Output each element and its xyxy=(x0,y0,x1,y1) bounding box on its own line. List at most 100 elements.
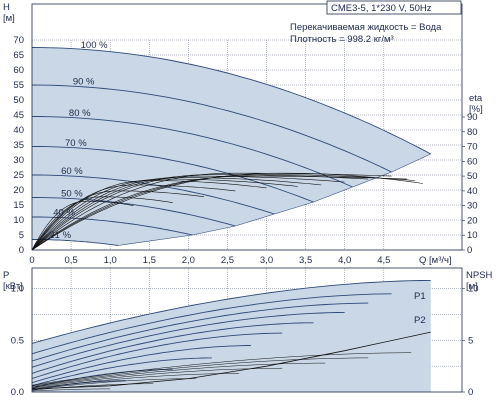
curve-label: 100 % xyxy=(81,40,108,51)
y-tick-label: 40 xyxy=(13,125,24,136)
x-tick-label: 4,0 xyxy=(338,255,351,266)
power-curve xyxy=(31,345,251,384)
lower-frame xyxy=(31,267,463,393)
x-axis-label: Q [м³/ч] xyxy=(419,255,452,266)
head-operating-area xyxy=(32,47,431,246)
x-tick-label: 0,5 xyxy=(64,255,77,266)
head-curve-100 xyxy=(31,47,431,155)
y2-axis-label-npsh: NPSH xyxy=(466,270,493,281)
y-tick-label: 45 xyxy=(13,110,24,121)
x-tick-label: 1,5 xyxy=(143,255,156,266)
power-curve xyxy=(31,311,345,368)
y2-tick-label: 50 xyxy=(467,171,478,182)
series-label-p2: P2 xyxy=(414,315,426,326)
npsh-tick-label: 5 xyxy=(468,335,473,346)
power-curve-low xyxy=(31,352,412,386)
npsh-tick-label: 0 xyxy=(468,387,473,398)
x-tick-label: 0 xyxy=(29,255,34,266)
head-curve-40 xyxy=(32,216,193,236)
y-axis-label-p-unit: [кВт] xyxy=(3,281,23,292)
efficiency-curve xyxy=(31,180,267,251)
y-axis-label-h-unit: [м] xyxy=(3,13,15,24)
y-tick-label: 5 xyxy=(19,230,24,241)
x-tick-label: 2,5 xyxy=(221,255,234,266)
efficiency-curve xyxy=(31,190,205,251)
curve-label: 80 % xyxy=(69,108,91,119)
power-curve-low xyxy=(31,357,369,387)
upper-frame xyxy=(31,3,463,251)
power-curve xyxy=(31,322,314,374)
y-tick-label: 50 xyxy=(13,95,24,106)
efficiency-curves xyxy=(31,172,423,251)
x-tick-label: 4,5 xyxy=(377,255,390,266)
efficiency-curve xyxy=(31,178,298,251)
y-tick-label: 65 xyxy=(13,50,24,61)
curve-label: 40 % xyxy=(53,208,75,219)
curve-label: 60 % xyxy=(61,166,83,177)
x-tick-label: 2,0 xyxy=(182,255,195,266)
pump-model-title: CME3-5, 1*230 V, 50Hz xyxy=(331,3,432,14)
power-curve xyxy=(31,302,369,362)
curve-label: 70 % xyxy=(65,138,87,149)
p-tick-label: 0.0 xyxy=(11,387,24,398)
efficiency-curve xyxy=(31,200,134,251)
y2-tick-label: 30 xyxy=(467,201,478,212)
p-tick-label: 1.0 xyxy=(11,284,24,295)
curve-label: 21 % xyxy=(49,230,71,241)
head-curve-90 xyxy=(31,84,392,173)
y-tick-label: 25 xyxy=(13,170,24,181)
upper-ticks: 0 5 10 15 20 25 30 35 40 45 50 55 60 65 70 0 0,5 1,0 1,5 2,… xyxy=(13,35,477,266)
y-tick-label: 15 xyxy=(13,200,24,211)
lower-ticks: 0.0 0.5 1.0 0 5 10 xyxy=(11,284,479,398)
npsh-line xyxy=(31,331,431,390)
upper-plot-border xyxy=(31,3,463,251)
npsh-tick-label: 10 xyxy=(468,284,479,295)
y2-tick-label: 60 xyxy=(467,156,478,167)
y-tick-label: 35 xyxy=(13,140,24,151)
title-box: CME3-5, 1*230 V, 50Hz xyxy=(326,0,462,15)
y2-axis-label-eta: eta xyxy=(469,93,483,104)
series-label-p1: P1 xyxy=(414,291,426,302)
curve-label: 50 % xyxy=(61,189,83,200)
efficiency-curve xyxy=(31,184,236,251)
x-tick-label: 3,0 xyxy=(260,255,273,266)
efficiency-curve xyxy=(31,172,392,251)
y-axis-label-p: P xyxy=(3,270,9,281)
power-curve-low xyxy=(31,373,240,389)
power-curves xyxy=(31,279,431,392)
power-curve-low xyxy=(31,388,111,392)
density-line: Плотность = 998.2 кг/м³ xyxy=(290,34,394,45)
y2-tick-label: 80 xyxy=(467,127,478,138)
y-tick-label: 10 xyxy=(13,215,24,226)
lower-plot-border xyxy=(31,267,463,393)
power-curve-low xyxy=(31,378,197,390)
efficiency-curve xyxy=(31,196,173,251)
efficiency-curve xyxy=(31,177,322,251)
x-tick-label: 3,5 xyxy=(299,255,312,266)
power-area-fill xyxy=(32,280,431,392)
power-curve xyxy=(31,357,212,387)
y-axis-label-h: H xyxy=(3,2,10,13)
p-tick-label: 0.5 xyxy=(11,335,24,346)
head-area-fill xyxy=(32,47,431,246)
y2-tick-label: 0 xyxy=(467,245,472,256)
y2-tick-label: 20 xyxy=(467,215,478,226)
y-tick-label: 0 xyxy=(19,245,24,256)
efficiency-curve xyxy=(31,174,369,251)
fluid-line: Перекачиваемая жидкость = Вода xyxy=(290,22,442,33)
y-tick-label: 20 xyxy=(13,185,24,196)
y-tick-label: 55 xyxy=(13,80,24,91)
x-tick-label: 1,0 xyxy=(104,255,117,266)
y-tick-label: 70 xyxy=(13,35,24,46)
head-end-line xyxy=(117,153,431,246)
y-tick-label: 60 xyxy=(13,65,24,76)
curve-label: 90 % xyxy=(73,77,95,88)
head-curve-70 xyxy=(32,146,314,203)
y-tick-label: 30 xyxy=(13,155,24,166)
power-operating-area xyxy=(32,280,431,392)
power-curve-low xyxy=(31,367,283,388)
npsh-curve xyxy=(31,331,431,390)
head-curves xyxy=(31,47,431,246)
